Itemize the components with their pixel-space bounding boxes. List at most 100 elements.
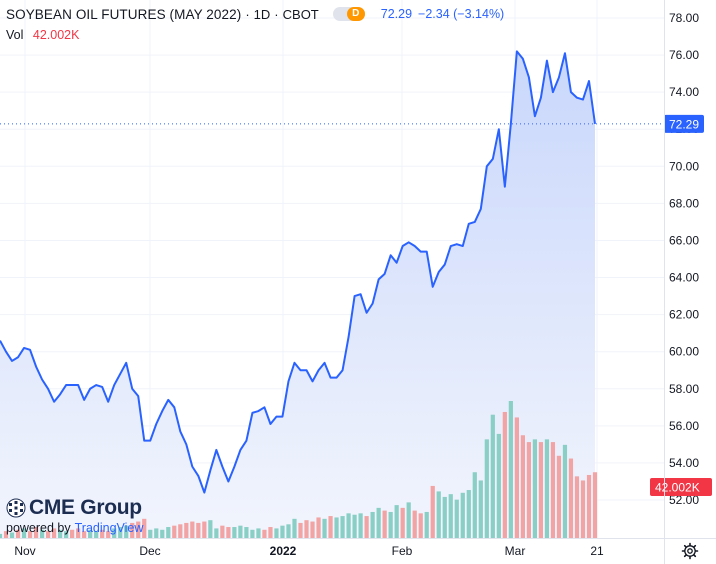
volume-bar bbox=[346, 513, 351, 538]
y-tick-label: 76.00 bbox=[669, 48, 699, 62]
volume-bar bbox=[82, 531, 87, 538]
x-tick-label: Nov bbox=[14, 544, 35, 558]
y-tick-label: 54.00 bbox=[669, 456, 699, 470]
y-tick-label: 56.00 bbox=[669, 419, 699, 433]
delayed-data-badge[interactable]: D bbox=[332, 6, 365, 22]
y-tick-label: 64.00 bbox=[669, 271, 699, 285]
volume-bar bbox=[430, 485, 435, 538]
volume-bar bbox=[340, 516, 345, 538]
volume-bar bbox=[328, 516, 333, 538]
volume-bar bbox=[9, 532, 15, 538]
volume-bar bbox=[514, 417, 519, 538]
volume-bar bbox=[556, 455, 562, 538]
volume-bar bbox=[520, 435, 525, 538]
volume-bar bbox=[64, 531, 69, 538]
price-change: −2.34 (−3.14%) bbox=[418, 7, 505, 21]
volume-bar bbox=[334, 517, 339, 538]
chart-header: SOYBEAN OIL FUTURES (MAY 2022) · 1D · CB… bbox=[6, 4, 504, 24]
volume-bar bbox=[574, 476, 580, 538]
price-series-line bbox=[0, 50, 596, 494]
x-tick-label: Dec bbox=[139, 544, 160, 558]
powered-by-label: powered by bbox=[6, 521, 71, 535]
volume-bar bbox=[220, 525, 225, 538]
volume-bar bbox=[100, 529, 105, 538]
volume-bar bbox=[94, 531, 99, 538]
last-price-label: 72.29 bbox=[669, 117, 699, 131]
volume-bar bbox=[544, 439, 550, 538]
volume-bar bbox=[394, 505, 399, 538]
volume-bar bbox=[532, 439, 538, 538]
volume-bar bbox=[76, 528, 81, 538]
volume-bar bbox=[27, 531, 33, 538]
volume-bar bbox=[352, 514, 357, 538]
volume-bar bbox=[208, 520, 213, 538]
volume-legend[interactable]: Vol 42.002K bbox=[6, 28, 79, 42]
symbol-title[interactable]: SOYBEAN OIL FUTURES (MAY 2022) bbox=[6, 6, 242, 22]
volume-bars bbox=[0, 401, 598, 538]
volume-bar bbox=[370, 511, 375, 538]
volume-bar bbox=[580, 480, 586, 538]
volume-bar bbox=[286, 524, 291, 538]
volume-bar bbox=[244, 527, 249, 538]
volume-bar bbox=[436, 491, 441, 538]
volume-bar bbox=[550, 442, 556, 538]
volume-bar bbox=[142, 518, 147, 538]
volume-bar bbox=[508, 401, 513, 538]
volume-bar bbox=[562, 444, 568, 538]
badge-pill: D bbox=[332, 7, 365, 21]
volume-bar bbox=[322, 518, 327, 538]
volume-bar bbox=[472, 472, 477, 538]
volume-bar bbox=[382, 510, 387, 538]
volume-bar bbox=[400, 507, 405, 538]
tradingview-link[interactable]: TradingView bbox=[74, 521, 144, 535]
volume-bar bbox=[226, 527, 231, 538]
volume-bar bbox=[184, 522, 189, 538]
volume-bar bbox=[51, 528, 57, 538]
volume-bar bbox=[448, 494, 453, 538]
volume-bar bbox=[136, 521, 141, 538]
cme-logo-text: CME Group bbox=[29, 496, 142, 519]
volume-bar bbox=[250, 529, 255, 538]
volume-bar bbox=[33, 527, 39, 538]
volume-bar bbox=[364, 516, 369, 538]
volume-bar bbox=[148, 529, 153, 538]
volume-bar bbox=[15, 529, 21, 538]
interval-label[interactable]: 1D bbox=[253, 6, 271, 22]
volume-bar bbox=[21, 528, 27, 538]
gear-icon[interactable] bbox=[681, 542, 699, 560]
volume-bar bbox=[172, 525, 177, 538]
volume-bar bbox=[39, 529, 45, 538]
separator-dot: · bbox=[245, 6, 250, 22]
x-tick-label: Mar bbox=[505, 544, 526, 558]
volume-bar bbox=[484, 439, 489, 538]
last-price: 72.29 bbox=[380, 7, 413, 21]
y-tick-label: 52.00 bbox=[669, 493, 699, 507]
separator-dot: · bbox=[274, 6, 279, 22]
volume-bar bbox=[118, 527, 123, 538]
price-line bbox=[0, 50, 664, 494]
last-volume-label-bg bbox=[650, 478, 712, 496]
volume-bar bbox=[88, 529, 93, 538]
volume-bar bbox=[538, 442, 544, 538]
price-axis[interactable]: 52.00 54.00 56.00 58.00 60.00 62.00 64.00 66.00… bbox=[650, 11, 712, 507]
volume-bar bbox=[292, 518, 297, 538]
y-tick-label: 70.00 bbox=[669, 159, 699, 173]
globe-icon bbox=[6, 498, 26, 518]
y-tick-label: 60.00 bbox=[669, 345, 699, 359]
exchange-label: CBOT bbox=[282, 6, 319, 22]
price-area-fill bbox=[0, 51, 595, 539]
volume-bar bbox=[256, 528, 261, 538]
volume-bar bbox=[190, 521, 195, 538]
volume-bar bbox=[376, 507, 381, 538]
volume-bar bbox=[586, 474, 592, 538]
y-tick-label: 58.00 bbox=[669, 382, 699, 396]
cme-logo[interactable]: CME Group powered by TradingView bbox=[6, 496, 143, 535]
volume-bar bbox=[232, 527, 237, 538]
volume-bar bbox=[0, 533, 3, 538]
volume-bar bbox=[568, 458, 574, 538]
y-tick-label: 74.00 bbox=[669, 85, 699, 99]
volume-bar bbox=[112, 528, 117, 538]
